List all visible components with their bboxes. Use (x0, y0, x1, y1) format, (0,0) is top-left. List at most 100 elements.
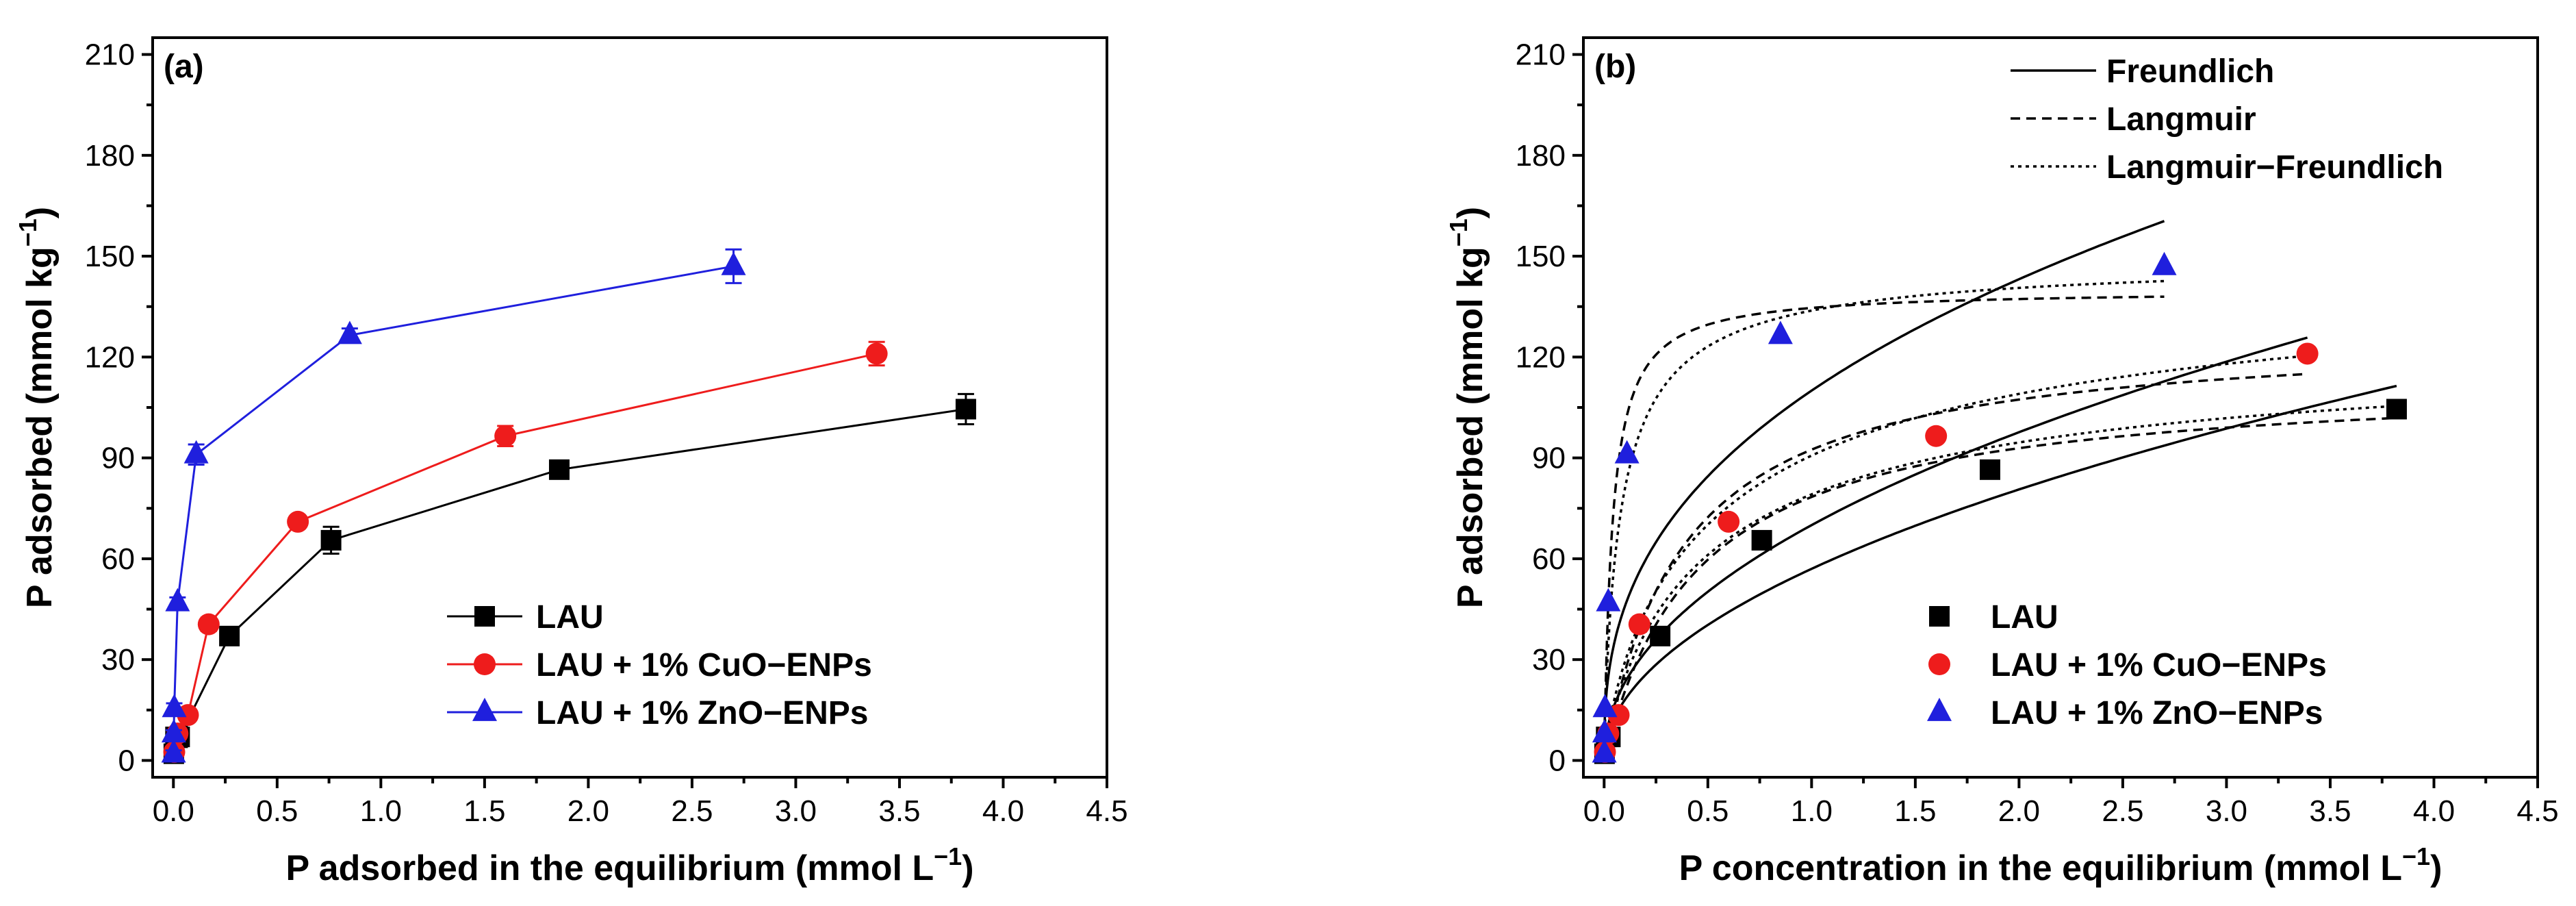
data-point-zno (161, 739, 186, 763)
series-zno (1592, 251, 2177, 763)
y-axis-label-sup: −1 (14, 218, 42, 247)
panel-a: 0.0 0.5 1.0 1.5 2.0 2.5 3.0 3.5 4.0 4.5 0 30 60 90 120… (14, 36, 1128, 888)
legend-label: LAU (536, 599, 604, 636)
legend-label: LAU + 1% ZnO−ENPs (536, 695, 868, 731)
x-tick-label: 1.0 (1791, 794, 1833, 828)
y-tick-label: 150 (1516, 240, 1566, 273)
data-point-cuo (494, 425, 517, 447)
legend-label: LAU + 1% ZnO−ENPs (1991, 695, 2323, 731)
fit-curve-langmuir-zno (1603, 295, 2165, 761)
data-point-lau (219, 625, 240, 646)
x-tick-label: 0.0 (1583, 794, 1625, 828)
panel-label: (b) (1594, 49, 1636, 85)
legend-marker-zno (1927, 697, 1952, 721)
fit-legend-label: Langmuir (2106, 101, 2256, 138)
fit-curve-freundlich-zno (1603, 220, 2165, 761)
x-tick-label: 3.5 (878, 794, 920, 828)
data-point-zno (721, 251, 746, 275)
y-tick-label: 210 (85, 38, 135, 72)
x-axis-label: P adsorbed in the equilibrium (mmol L−1) (285, 842, 973, 888)
x-tick-label: 4.5 (1086, 794, 1127, 828)
x-tick-label: 0.5 (256, 794, 298, 828)
data-point-zno (2152, 251, 2177, 275)
data-point-zno (162, 694, 187, 718)
data-point-zno (161, 719, 186, 743)
y-tick-label: 60 (1532, 542, 1566, 576)
x-axis-label-end: ) (962, 848, 973, 888)
legend-label: LAU + 1% CuO−ENPs (536, 647, 872, 683)
x-axis-label-sup: −1 (2402, 842, 2430, 870)
x-tick-label: 1.0 (360, 794, 402, 828)
data-point-cuo (197, 613, 220, 636)
x-axis-label: P concentration in the equilibrium (mmol… (1679, 842, 2443, 888)
x-axis-label-sup: −1 (934, 842, 962, 870)
y-tick-label: 120 (85, 340, 135, 374)
data-point-lau (1979, 459, 2000, 480)
x-tick-label: 4.5 (2516, 794, 2558, 828)
series-zno (161, 248, 746, 763)
x-tick-label: 3.5 (2309, 794, 2351, 828)
legend-marker-cuo (1928, 653, 1950, 675)
data-point-lau (955, 399, 976, 420)
x-tick-label: 0.5 (1687, 794, 1729, 828)
fit-curve-langmuir-freundlich-zno (1603, 279, 2165, 761)
y-tick-label: 90 (101, 442, 135, 475)
x-axis-label-end: ) (2430, 848, 2442, 888)
y-tick-label: 0 (1549, 744, 1566, 777)
data-point-zno (1768, 320, 1793, 344)
y-axis-label-end: ) (1451, 207, 1490, 218)
y-tick-label: 60 (101, 542, 135, 576)
series-legend: LAU LAU + 1% CuO−ENPs LAU + 1% ZnO−ENPs (1927, 599, 2327, 731)
y-tick-label: 180 (1516, 139, 1566, 173)
legend-label: LAU + 1% CuO−ENPs (1991, 647, 2327, 683)
data-point-cuo (865, 342, 888, 365)
series-legend: LAU LAU + 1% CuO−ENPs LAU + 1% ZnO−ENPs (447, 599, 872, 731)
y-tick-label: 120 (1516, 340, 1566, 374)
y-axis-label-text: P adsorbed (mmol kg (1451, 247, 1490, 608)
x-tick-label: 4.0 (982, 794, 1024, 828)
data-point-zno (1592, 719, 1617, 743)
data-point-cuo (1925, 425, 1948, 447)
legend-label: LAU (1991, 599, 2058, 636)
data-point-cuo (1718, 510, 1740, 533)
data-point-cuo (2296, 342, 2319, 365)
y-axis-label: P adsorbed (mmol kg−1) (14, 207, 60, 608)
data-point-zno (165, 588, 190, 612)
y-axis-label-text: P adsorbed (mmol kg (20, 247, 60, 608)
data-point-zno (183, 440, 209, 464)
y-tick-label: 30 (101, 643, 135, 677)
x-axis-label-text: P adsorbed in the equilibrium (mmol L (285, 848, 934, 888)
x-tick-label: 1.5 (1894, 794, 1936, 828)
legend-marker-zno (472, 697, 497, 721)
fit-legend-label: Freundlich (2106, 53, 2274, 90)
data-point-lau (548, 459, 570, 480)
fit-model-legend: Freundlich Langmuir Langmuir−Freundlich (2011, 53, 2443, 186)
data-point-lau (2386, 399, 2407, 420)
x-tick-label: 2.5 (671, 794, 713, 828)
data-point-zno (337, 320, 362, 344)
y-axis-label: P adsorbed (mmol kg−1) (1444, 207, 1490, 608)
y-tick-label: 90 (1532, 442, 1566, 475)
x-tick-label: 2.5 (2102, 794, 2143, 828)
y-tick-label: 150 (85, 240, 135, 273)
y-tick-label: 180 (85, 139, 135, 173)
x-tick-label: 2.0 (568, 794, 609, 828)
y-axis-label-sup: −1 (1444, 218, 1472, 247)
fit-curve-langmuir-lau (1603, 416, 2397, 762)
y-tick-label: 210 (1516, 38, 1566, 72)
y-axis-label-end: ) (20, 207, 60, 218)
data-point-lau (320, 529, 342, 551)
x-tick-label: 3.0 (2206, 794, 2247, 828)
x-tick-label: 1.5 (463, 794, 505, 828)
y-tick-label: 30 (1532, 643, 1566, 677)
legend-marker-lau (1929, 606, 1950, 627)
legend-marker-cuo (474, 653, 496, 675)
x-tick-label: 3.0 (775, 794, 817, 828)
data-point-lau (1650, 625, 1671, 646)
series-line-cuo (173, 353, 877, 753)
x-tick-label: 4.0 (2413, 794, 2455, 828)
x-axis-label-text: P concentration in the equilibrium (mmol… (1679, 848, 2402, 888)
data-point-zno (1596, 588, 1621, 612)
fit-curve-langmuir-freundlich-cuo (1603, 354, 2308, 761)
